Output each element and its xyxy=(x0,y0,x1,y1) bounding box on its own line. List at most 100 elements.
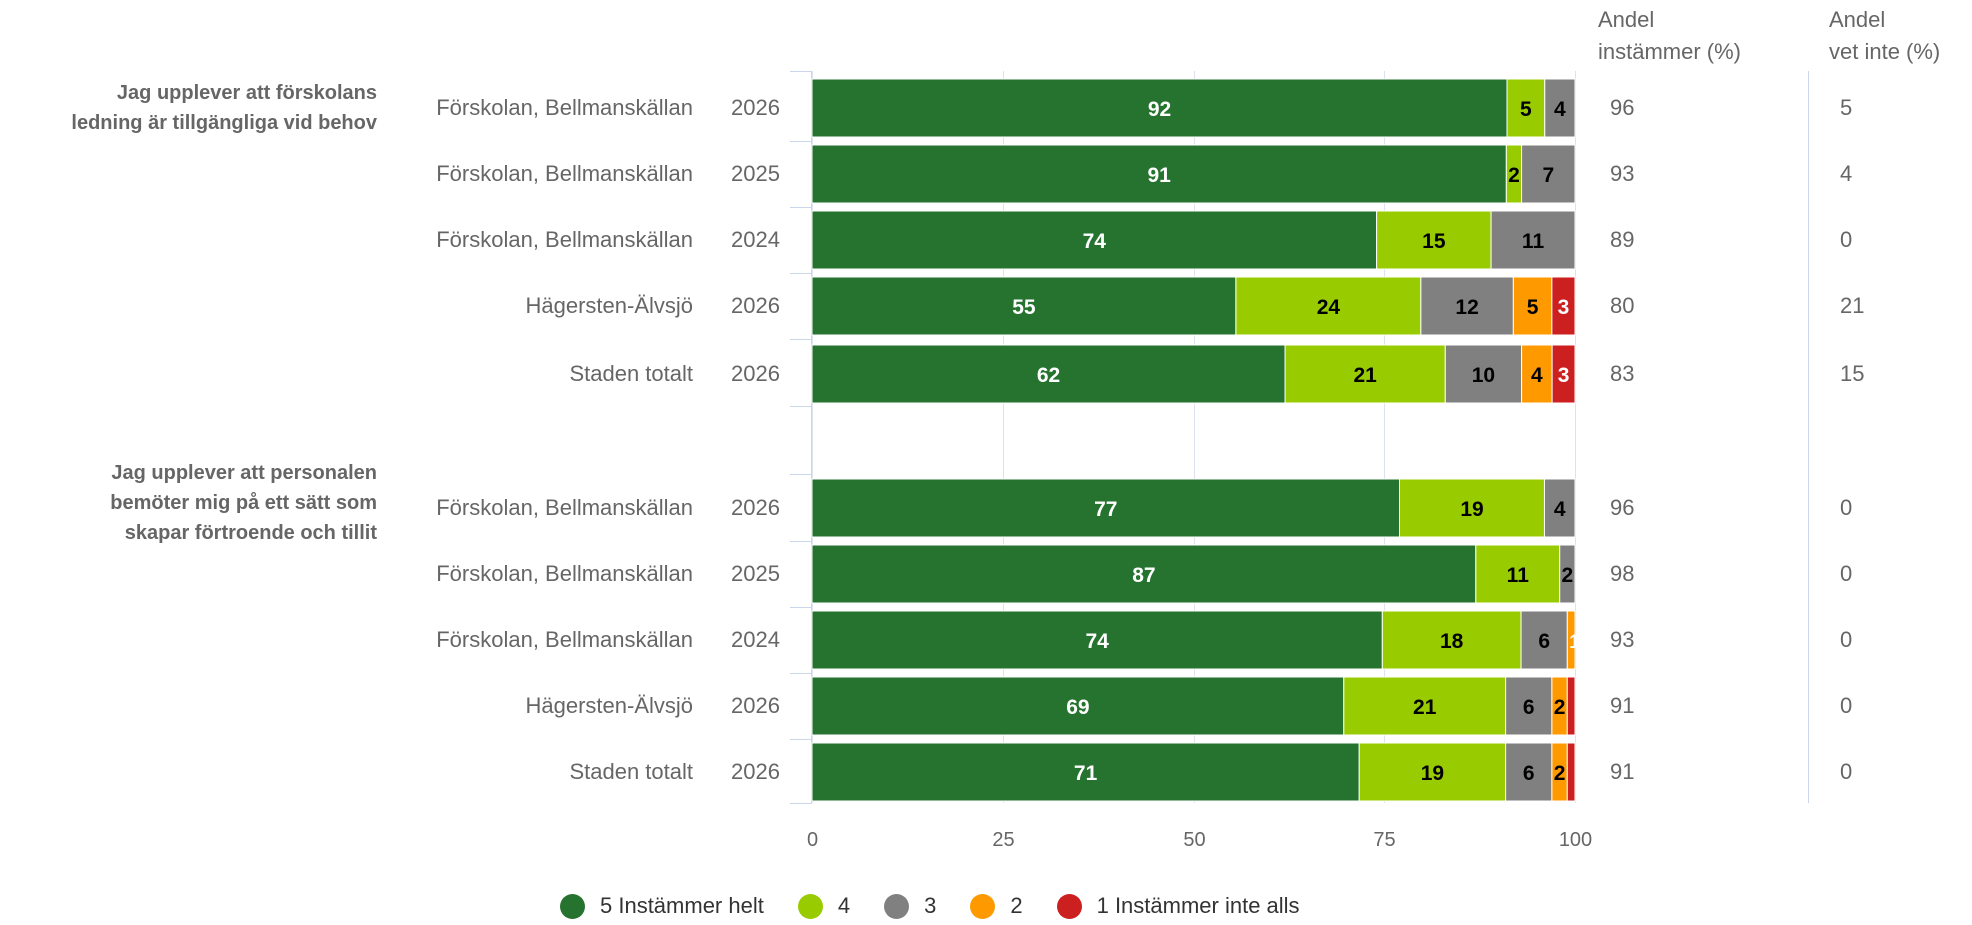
bar-data-label: 5 xyxy=(1527,296,1539,319)
bar-segment-5 xyxy=(811,344,1286,404)
row-year-label: 2026 xyxy=(731,759,780,784)
legend-label-3: 3 xyxy=(924,893,937,918)
legend-item-3[interactable]: 3 xyxy=(884,893,936,919)
bar-segment-4 xyxy=(1343,676,1507,736)
bar-data-label: 10 xyxy=(1472,364,1495,387)
bar-data-label: 15 xyxy=(1422,230,1446,253)
question-title-personal: Jag upplever att personalen bemöter mig … xyxy=(110,462,377,544)
bar-data-label: 21 xyxy=(1353,364,1377,387)
x-tick-label-50: 50 xyxy=(1183,829,1205,851)
legend-label-4: 4 xyxy=(837,893,851,918)
question-title-ledning: Jag upplever att förskolans ledning är t… xyxy=(71,82,377,134)
bar-segment-3 xyxy=(1505,676,1553,736)
bar-segment-4 xyxy=(1506,78,1546,138)
bar-segment-3 xyxy=(1420,276,1514,336)
bar-data-label: 18 xyxy=(1440,630,1464,653)
andel-instammer-value: 96 xyxy=(1610,495,1634,520)
row-year-label: 2024 xyxy=(731,227,780,252)
bar-segment-3 xyxy=(1543,478,1576,538)
andel-instammer-value: 91 xyxy=(1610,693,1634,718)
andel-instammer-value: 80 xyxy=(1610,293,1634,318)
bar-segment-3 xyxy=(1559,544,1576,604)
andel-vet-inte-value: 0 xyxy=(1840,561,1852,586)
row-unit-label: Hägersten-Älvsjö xyxy=(525,293,693,318)
bar-segment-5 xyxy=(811,478,1401,538)
bar-data-label: 2 xyxy=(1554,762,1566,785)
andel-vet-inte-value: 0 xyxy=(1840,693,1852,718)
x-tick-label-75: 75 xyxy=(1373,829,1395,851)
bar-segment-4 xyxy=(1376,210,1492,270)
legend-item-5[interactable]: 5 Instämmer helt xyxy=(560,893,764,919)
row-year-label: 2026 xyxy=(731,293,780,318)
bar-data-label: 74 xyxy=(1085,630,1109,653)
andel-vet-inte-value: 0 xyxy=(1840,759,1852,784)
bar-data-label: 24 xyxy=(1317,296,1341,319)
legend-marker-3 xyxy=(884,893,910,919)
legend-item-1[interactable]: 1 Instämmer inte alls xyxy=(1056,893,1300,919)
legend-marker-1 xyxy=(1056,893,1082,919)
x-tick-label-0: 0 xyxy=(807,829,818,851)
bar-segment-5 xyxy=(811,610,1383,670)
andel-vet-inte-value: 0 xyxy=(1840,227,1852,252)
row-unit-label: Staden totalt xyxy=(569,759,693,784)
bar-segment-1 xyxy=(1566,742,1576,802)
bar-data-label: 74 xyxy=(1083,230,1107,253)
x-tick-label-25: 25 xyxy=(992,829,1014,851)
bar-data-label: 11 xyxy=(1507,564,1530,587)
andel-instammer-value: 96 xyxy=(1610,95,1634,120)
bar-data-label: 21 xyxy=(1413,696,1437,719)
row-unit-label: Förskolan, Bellmanskällan xyxy=(436,161,693,186)
legend-item-2[interactable]: 2 xyxy=(970,893,1023,919)
bar-segment-3 xyxy=(1520,610,1568,670)
bar-segment-3 xyxy=(1544,78,1576,138)
legend-label-5: 5 Instämmer helt xyxy=(600,893,764,918)
row-year-label: 2024 xyxy=(731,627,780,652)
bar-segment-4 xyxy=(1284,344,1446,404)
bar-data-label: 3 xyxy=(1558,296,1570,319)
bar-data-label: 87 xyxy=(1132,564,1155,587)
bar-segment-5 xyxy=(811,742,1360,802)
andel-vet-inte-value: 0 xyxy=(1840,495,1852,520)
bar-segment-1 xyxy=(1551,276,1576,336)
bar-data-label: 4 xyxy=(1554,98,1566,121)
row-year-label: 2025 xyxy=(731,161,780,186)
andel-instammer-value: 98 xyxy=(1610,561,1634,586)
andel-vet-inte-value: 0 xyxy=(1840,627,1852,652)
row-unit-label: Förskolan, Bellmanskällan xyxy=(436,227,693,252)
bar-data-label: 6 xyxy=(1523,696,1535,719)
bar-data-label: 4 xyxy=(1531,364,1543,387)
bar-data-label: 2 xyxy=(1562,564,1574,587)
bar-data-label: 5 xyxy=(1520,98,1532,121)
row-year-label: 2026 xyxy=(731,361,780,386)
bar-segment-4 xyxy=(1235,276,1422,336)
row-unit-label: Förskolan, Bellmanskällan xyxy=(436,495,693,520)
bar-data-label: 77 xyxy=(1094,498,1117,521)
legend-item-4[interactable]: 4 xyxy=(797,893,851,919)
bar-data-label: 91 xyxy=(1147,164,1171,187)
row-unit-label: Hägersten-Älvsjö xyxy=(525,693,693,718)
bar-segment-5 xyxy=(811,78,1508,138)
legend-marker-2 xyxy=(970,893,996,919)
andel-vet-inte-value: 21 xyxy=(1840,293,1864,318)
andel-instammer-value: 93 xyxy=(1610,161,1634,186)
bar-data-label: 92 xyxy=(1148,98,1171,121)
chart-legend: 5 Instämmer helt 4 3 2 1 Instämmer inte … xyxy=(560,888,1334,924)
andel-vet-inte-value: 15 xyxy=(1840,361,1864,386)
bar-data-label: 6 xyxy=(1538,630,1550,653)
bar-data-label: 2 xyxy=(1508,164,1520,187)
row-year-label: 2026 xyxy=(731,95,780,120)
legend-marker-5 xyxy=(560,893,585,919)
plot-edge-mask xyxy=(1576,71,1594,803)
bar-segment-1 xyxy=(1551,344,1576,404)
bar-data-label-small: 1 xyxy=(1569,632,1580,653)
bar-segment-3 xyxy=(1490,210,1576,270)
row-unit-label: Förskolan, Bellmanskällan xyxy=(436,561,693,586)
andel-instammer-value: 89 xyxy=(1610,227,1634,252)
header-andel-instammer: Andel instämmer (%) xyxy=(1598,7,1742,64)
bar-segment-5 xyxy=(811,544,1477,604)
bar-data-label: 3 xyxy=(1558,364,1570,387)
legend-label-1: 1 Instämmer inte alls xyxy=(1096,893,1300,918)
bar-segment-5 xyxy=(811,676,1345,736)
andel-instammer-value: 93 xyxy=(1610,627,1634,652)
